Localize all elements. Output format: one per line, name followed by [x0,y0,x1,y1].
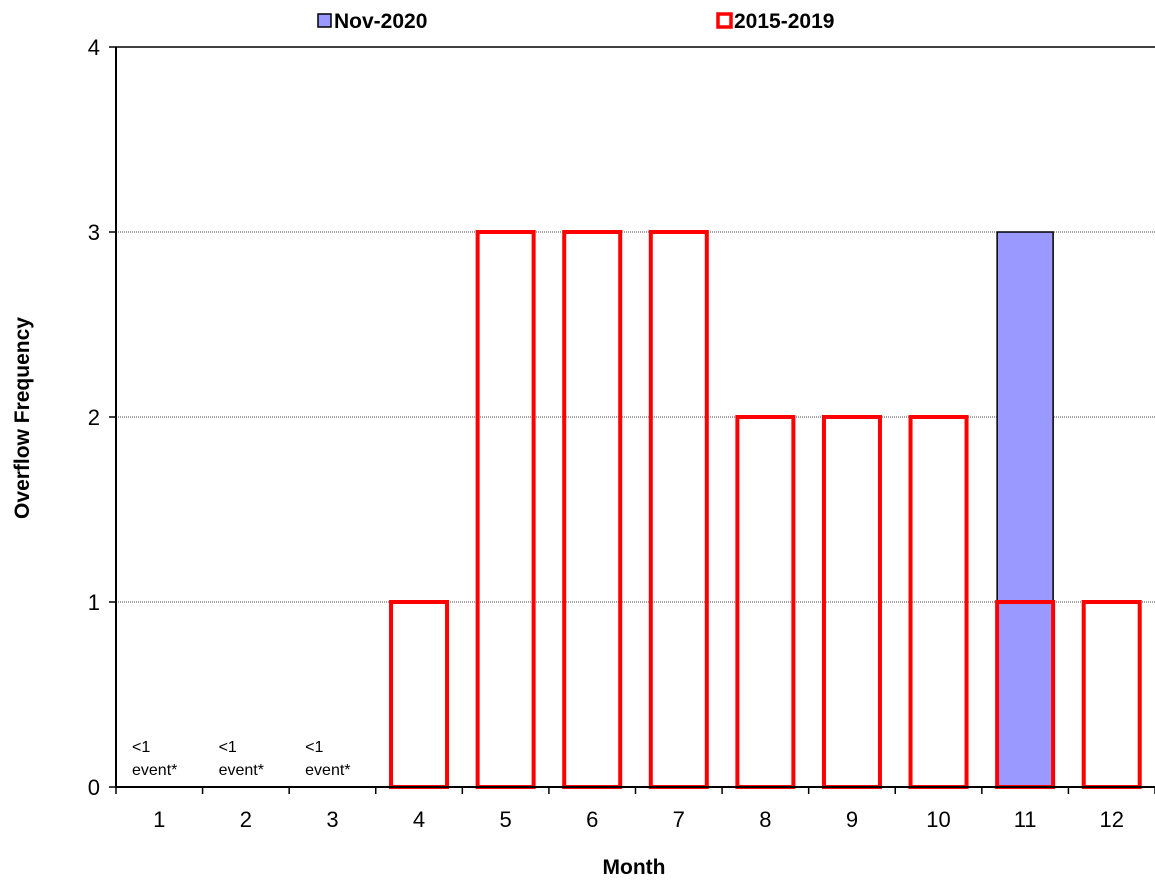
annotation-month-1-line1: <1 [132,739,150,756]
x-tick-label-10: 10 [926,807,950,832]
x-tick-label-12: 12 [1099,807,1123,832]
y-axis-title: Overflow Frequency [11,317,34,519]
x-tick-label-4: 4 [413,807,425,832]
x-tick-label-5: 5 [500,807,512,832]
x-tick-label-9: 9 [846,807,858,832]
y-tick-label-0: 0 [88,775,100,800]
axes [109,46,1155,794]
legend-swatch-nov-2020 [317,13,332,28]
legend-label-nov-2020: Nov-2020 [334,10,427,33]
bar-series-1-month-12 [1081,600,1142,789]
legend: Nov-2020 2015-2019 [317,10,834,33]
annotations: <1 event* <1 event* <1 event* [132,739,351,779]
x-tick-label-11: 11 [1014,807,1037,832]
y-tick-label-1: 1 [88,590,100,615]
annotation-month-3-line1: <1 [305,739,323,756]
x-tick-label-8: 8 [759,807,771,832]
bar-series-0-month-11 [996,231,1054,788]
bar-series-1-month-7 [648,230,709,789]
x-tick-label-7: 7 [673,807,685,832]
x-tick-label-1: 1 [153,807,165,832]
x-tick-label-3: 3 [326,807,338,832]
x-axis-title: Month [603,856,666,879]
x-tick-label-2: 2 [240,807,252,832]
annotation-month-2-line1: <1 [219,739,237,756]
y-tick-label-2: 2 [88,405,100,430]
legend-label-2015-2019: 2015-2019 [734,10,834,33]
bar-series-1-month-4 [389,600,450,789]
annotation-month-2-line2: event* [219,762,264,779]
bar-series-1-month-5 [475,230,536,789]
y-tick-label-4: 4 [88,35,100,60]
x-tick-label-6: 6 [586,807,598,832]
legend-swatch-2015-2019 [716,12,733,29]
bar-series-1-month-6 [562,230,623,789]
annotation-month-1-line2: event* [132,762,177,779]
annotation-month-3-line2: event* [305,762,350,779]
bars [389,230,1142,789]
y-tick-label-3: 3 [88,220,100,245]
